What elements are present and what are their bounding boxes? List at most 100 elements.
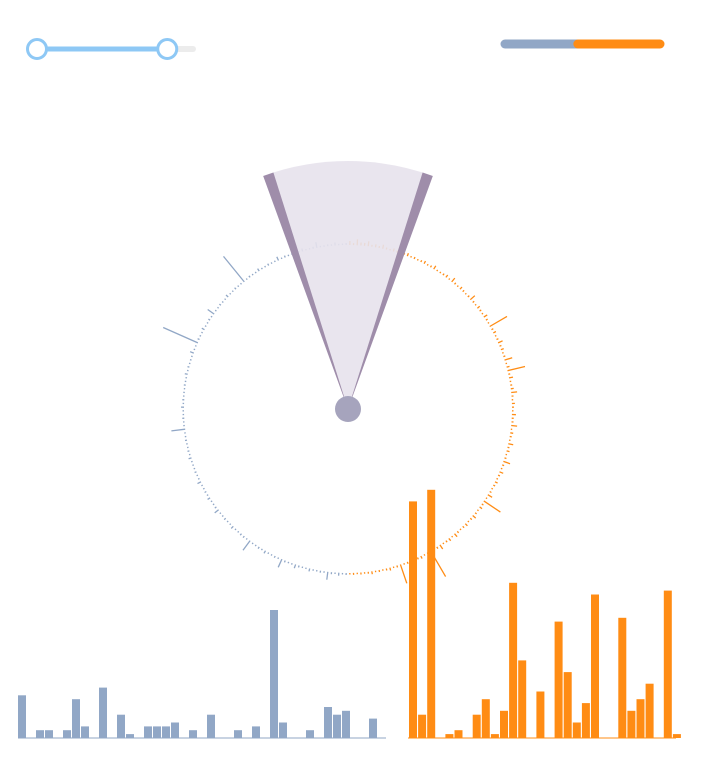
radial-spike-blue — [308, 568, 311, 572]
radial-spike-blue — [273, 260, 276, 263]
histogram-bar-orange[interactable] — [472, 714, 481, 738]
histogram-bar-orange[interactable] — [591, 594, 599, 739]
radial-spike-blue — [245, 537, 248, 540]
radial-spike-orange — [504, 357, 513, 361]
radial-spike-orange — [403, 562, 406, 565]
histogram-bar-orange[interactable] — [490, 734, 499, 738]
histogram-bar-orange[interactable] — [645, 683, 654, 738]
histogram-bar-blue[interactable] — [324, 707, 332, 738]
histogram-bar-orange[interactable] — [427, 489, 436, 738]
histogram-bar-orange[interactable] — [500, 710, 508, 738]
histogram-bar-blue[interactable] — [234, 730, 242, 738]
radial-spike-orange — [492, 330, 497, 334]
histogram-bar-orange[interactable] — [581, 703, 590, 738]
slider-end-handle[interactable] — [156, 38, 179, 60]
histogram-bar-orange[interactable] — [636, 699, 645, 738]
selection-wedge[interactable] — [263, 161, 433, 409]
radial-spike-orange — [448, 278, 451, 281]
histogram-bar-blue[interactable] — [342, 710, 350, 738]
radial-spike-orange — [494, 334, 497, 337]
radial-spike-orange — [507, 365, 526, 372]
histogram-bar-orange[interactable] — [518, 660, 527, 738]
histogram-bar-blue[interactable] — [117, 714, 125, 738]
radial-spike-orange — [433, 265, 437, 270]
wedge-left-handle[interactable] — [263, 172, 348, 410]
histogram-bar-orange[interactable] — [536, 691, 545, 739]
histogram-bar-blue[interactable] — [72, 699, 80, 738]
radial-spike-blue — [208, 318, 211, 321]
histogram-bar-blue[interactable] — [252, 726, 260, 738]
histogram-bar-orange[interactable] — [481, 699, 490, 738]
histogram-bar-orange[interactable] — [618, 617, 627, 738]
radial-spike-orange — [464, 292, 467, 295]
wedge-right-handle[interactable] — [348, 172, 433, 410]
histogram-bar-blue[interactable] — [333, 714, 341, 738]
histogram-bar-orange[interactable] — [663, 590, 672, 738]
slider-start-handle[interactable] — [26, 38, 48, 60]
radial-spike-blue — [189, 351, 195, 354]
radial-spike-blue — [263, 550, 267, 554]
histogram-bar-blue[interactable] — [18, 695, 26, 738]
histogram-bar-blue[interactable] — [162, 726, 170, 738]
radial-spike-orange — [448, 537, 452, 542]
radial-spike-blue — [283, 255, 286, 258]
histogram-bar-blue[interactable] — [270, 610, 278, 738]
radial-spike-blue — [193, 348, 196, 351]
radial-spike-blue — [257, 268, 260, 272]
radial-spike-orange — [413, 256, 416, 260]
radial-spike-orange — [462, 289, 465, 293]
histogram-bar-blue[interactable] — [126, 734, 134, 738]
radial-spike-blue — [280, 257, 283, 260]
range-slider[interactable] — [26, 38, 196, 60]
histogram-bar-blue[interactable] — [81, 726, 89, 738]
histogram-bar-blue[interactable] — [171, 722, 179, 739]
histogram-bar-blue[interactable] — [99, 687, 107, 738]
histogram-bar-orange[interactable] — [672, 734, 681, 738]
histogram-bar-blue[interactable] — [369, 718, 377, 738]
radial-spike-orange — [439, 271, 442, 274]
radial-spike-blue — [207, 497, 211, 500]
radial-spike-orange — [454, 533, 458, 538]
radial-spike-orange — [479, 309, 482, 312]
radial-spike-orange — [476, 305, 481, 309]
histogram-bar-orange[interactable] — [572, 722, 581, 739]
histogram-bar-blue[interactable] — [63, 730, 71, 738]
histogram-bar-blue[interactable] — [45, 730, 53, 738]
radial-spike-orange — [485, 318, 488, 321]
histogram — [18, 489, 681, 739]
radial-spike-blue — [199, 334, 202, 337]
histogram-bar-blue[interactable] — [306, 730, 314, 738]
radial-spike-blue — [229, 292, 232, 295]
histogram-bar-blue[interactable] — [144, 726, 152, 738]
radial-spike-blue — [206, 494, 209, 497]
radial-spike-blue — [270, 262, 273, 265]
histogram-bar-orange[interactable] — [627, 710, 636, 738]
histogram-bar-blue[interactable] — [153, 726, 161, 738]
histogram-bar-orange[interactable] — [418, 714, 427, 738]
radial-spike-orange — [442, 542, 445, 545]
histogram-bar-orange[interactable] — [445, 734, 454, 738]
histogram-bar-orange[interactable] — [554, 621, 563, 738]
radial-spike-blue — [293, 564, 297, 569]
histogram-bar-blue[interactable] — [36, 730, 44, 738]
radial-spike-orange — [469, 517, 473, 521]
histogram-bar-blue[interactable] — [279, 722, 287, 739]
histogram-bar-orange[interactable] — [409, 501, 417, 738]
histogram-bar-orange[interactable] — [563, 672, 572, 738]
radial-spike-orange — [501, 351, 504, 354]
radial-spike-orange — [483, 314, 488, 318]
radial-spike-orange — [496, 338, 499, 341]
radial-spike-blue — [206, 321, 209, 324]
histogram-bar-orange[interactable] — [509, 582, 518, 738]
histogram-bar-blue[interactable] — [207, 714, 215, 738]
radial-spike-blue — [240, 282, 242, 285]
radial-spike-blue — [214, 309, 217, 312]
radial-spike-blue — [267, 263, 270, 266]
radial-spike-orange — [454, 282, 457, 285]
radial-spike-orange — [459, 286, 463, 290]
histogram-bar-orange[interactable] — [454, 730, 463, 738]
histogram-bar-blue[interactable] — [189, 730, 197, 738]
radial-spike-blue — [202, 487, 205, 490]
radial-hub[interactable] — [335, 396, 361, 422]
